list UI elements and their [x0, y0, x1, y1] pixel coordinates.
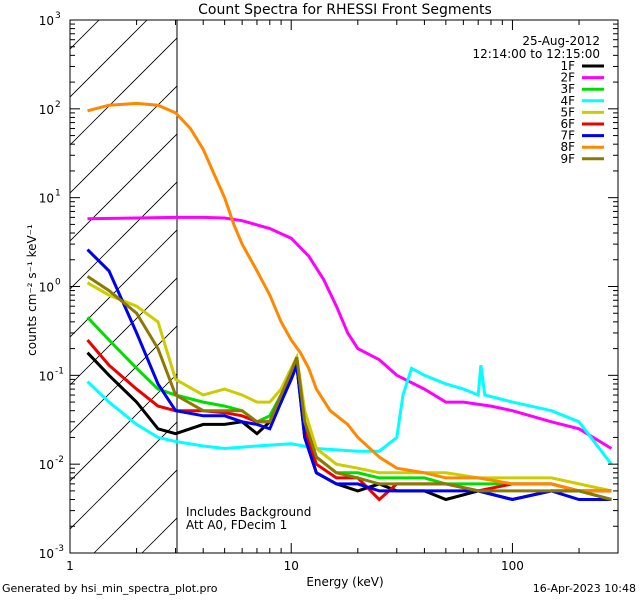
x-tick-label: 10: [284, 559, 299, 573]
legend-label: 7F: [560, 129, 575, 143]
y-tick-label-exponent: 1: [55, 189, 61, 199]
annotation-attenuator: Att A0, FDecim 1: [186, 518, 287, 532]
series-line-4F: [86, 365, 613, 466]
y-tick-label-base: 10: [39, 458, 54, 472]
x-tick-label: 1: [66, 559, 74, 573]
legend-label: 1F: [560, 59, 575, 73]
legend-label: 8F: [560, 140, 575, 154]
legend-label: 5F: [560, 105, 575, 119]
legend-label: 4F: [560, 94, 575, 108]
hatch-line: [0, 0, 118, 553]
series-line-8F: [87, 101, 612, 493]
y-tick-label-exponent: -1: [55, 366, 64, 376]
y-tick-label-exponent: -2: [55, 455, 64, 465]
y-tick-label-exponent: 0: [55, 278, 61, 288]
generated-by-label: Generated by hsi_min_spectra_plot.pro: [2, 582, 218, 595]
x-tick-label: 100: [501, 559, 524, 573]
annotation-background: Includes Background: [186, 505, 311, 519]
chart-title: Count Spectra for RHESSI Front Segments: [198, 2, 492, 18]
legend-label: 9F: [560, 152, 575, 166]
y-tick-label-exponent: 3: [55, 11, 61, 21]
legend-label: 6F: [560, 117, 575, 131]
y-tick-label-base: 10: [39, 547, 54, 561]
y-tick-label-base: 10: [39, 192, 54, 206]
y-tick-label-exponent: 2: [55, 100, 61, 110]
hatch-line: [70, 421, 177, 530]
legend-label: 2F: [560, 71, 575, 85]
hatch-line: [70, 181, 177, 290]
time-range-label: 12:14:00 to 12:15:00: [473, 47, 600, 61]
y-tick-label-base: 10: [39, 103, 54, 117]
hatch-line: [70, 229, 177, 338]
series-line-5F: [86, 281, 612, 493]
y-tick-label-base: 10: [39, 369, 54, 383]
hatch-line: [70, 37, 177, 146]
hatch-line: [70, 373, 177, 482]
series-line-7F: [86, 248, 612, 502]
hatch-line: [70, 20, 148, 98]
x-axis-label: Energy (keV): [306, 575, 383, 589]
series-layer: [86, 101, 613, 502]
y-axis-label: counts cm⁻² s⁻¹ keV⁻¹: [25, 224, 39, 356]
hatched-region: [0, 0, 177, 553]
y-tick-label-base: 10: [39, 281, 54, 295]
hatch-line: [70, 277, 177, 386]
footer-timestamp: 16-Apr-2023 10:48: [532, 582, 636, 595]
series-line-2F: [87, 215, 613, 450]
y-tick-label-base: 10: [39, 14, 54, 28]
y-tick-label-exponent: -3: [55, 544, 64, 554]
legend-label: 3F: [560, 82, 575, 96]
series-line-9F: [86, 275, 612, 501]
date-label: 25-Aug-2012: [522, 34, 600, 48]
